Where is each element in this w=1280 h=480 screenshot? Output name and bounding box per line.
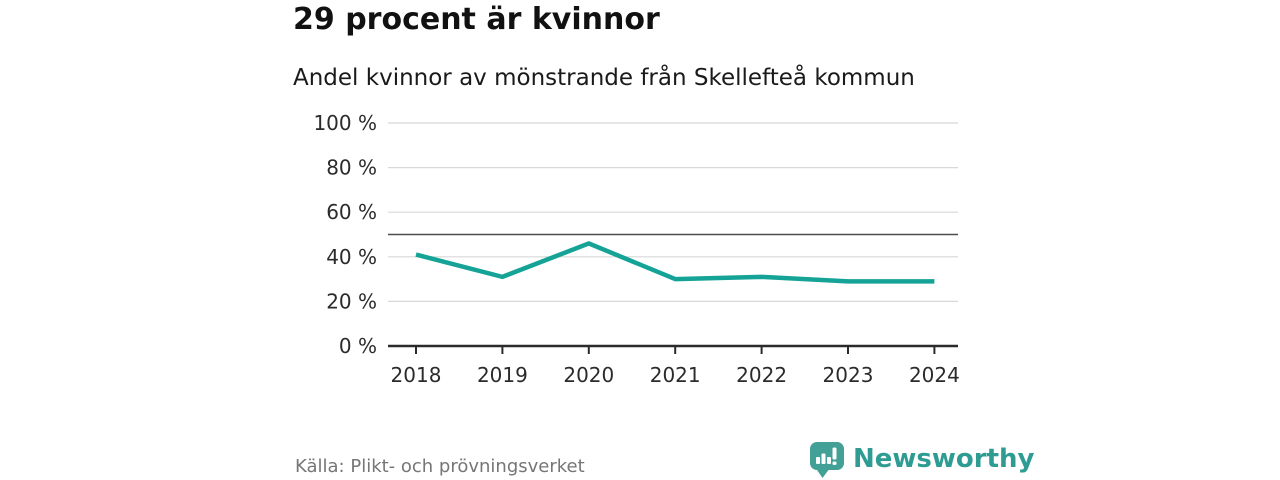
y-axis-tick-label: 80 %: [326, 156, 377, 180]
y-axis-tick-label: 60 %: [326, 200, 377, 224]
chart-title: 29 procent är kvinnor: [293, 2, 660, 37]
x-axis-tick-label: 2020: [563, 363, 614, 387]
x-axis-tick-label: 2024: [909, 363, 960, 387]
x-axis-tick-label: 2019: [477, 363, 528, 387]
y-axis-tick-label: 100 %: [313, 111, 377, 135]
brand-name: Newsworthy: [853, 444, 1035, 474]
chart-subtitle: Andel kvinnor av mönstrande från Skellef…: [293, 65, 915, 91]
y-axis-tick-label: 0 %: [339, 334, 377, 358]
data-line-andel-kvinnor-av-mönstrande: [415, 241, 935, 284]
newsworthy-speech-bubble-bar-chart-icon: [810, 442, 844, 478]
x-axis-tick-label: 2018: [391, 363, 442, 387]
y-axis-tick-label: 40 %: [326, 245, 377, 269]
bar-chart-glyph: [816, 447, 837, 465]
y-axis-tick-label: 20 %: [326, 289, 377, 313]
x-axis-tick-label: 2021: [650, 363, 701, 387]
source-note: Källa: Plikt- och prövningsverket: [295, 456, 585, 477]
x-axis-tick-label: 2023: [823, 363, 874, 387]
x-axis-tick-label: 2022: [736, 363, 787, 387]
brand-logo: Newsworthy: [808, 440, 1034, 479]
